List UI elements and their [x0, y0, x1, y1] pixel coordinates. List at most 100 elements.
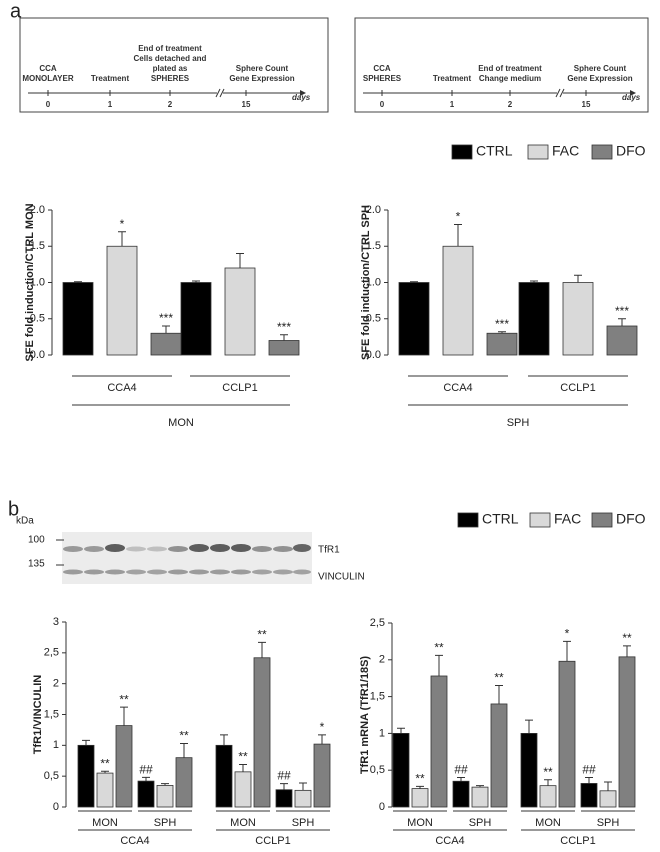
significance-label: **	[179, 729, 189, 743]
error-bar	[410, 281, 418, 283]
group-label: SPH	[507, 417, 530, 429]
y-tick-label: 1.5	[366, 240, 381, 252]
band	[105, 569, 125, 575]
error-bar	[101, 770, 109, 774]
timeline-event: Cells detached and	[134, 54, 207, 63]
bar	[398, 282, 430, 356]
timeline-day: 15	[582, 100, 591, 109]
band	[273, 546, 293, 552]
timeline-day: 1	[108, 100, 113, 109]
y-tick-label: 2.0	[30, 204, 45, 216]
error-bar	[530, 280, 538, 283]
error-bar	[476, 785, 484, 788]
significance-label: ***	[277, 320, 291, 334]
timeline-day: 0	[380, 100, 385, 109]
timeline-event: Gene Expression	[229, 74, 294, 83]
timeline-break-mark	[219, 88, 225, 98]
bar	[96, 772, 114, 808]
y-tick-label: 0	[379, 801, 385, 813]
bar	[490, 703, 508, 808]
legend-label: FAC	[554, 511, 581, 527]
panel-label: a	[10, 0, 22, 22]
band	[147, 569, 167, 575]
error-bar	[82, 739, 90, 746]
x-tick-label: CCLP1	[222, 382, 257, 394]
group-label: CCLP1	[255, 835, 290, 847]
vinculin-bands	[63, 569, 311, 575]
band	[63, 569, 83, 575]
timeline-break	[557, 88, 563, 98]
error-bar	[498, 331, 506, 334]
significance-label: **	[494, 671, 504, 685]
bar	[558, 660, 576, 808]
error-bar	[618, 318, 626, 326]
legend-label: CTRL	[476, 143, 513, 159]
chart: 0 0,5 1 1,5 2 2,5 TfR1 mRNA (TfR1/18S) MON SPH MO…	[359, 511, 646, 847]
tfr1-bands	[63, 544, 311, 552]
bar	[539, 785, 557, 808]
significance-label: ***	[495, 317, 509, 331]
bar	[452, 780, 470, 808]
error-bar	[161, 783, 169, 786]
bar	[411, 788, 429, 808]
band	[105, 544, 125, 552]
significance-label: *	[456, 210, 461, 224]
band	[293, 569, 311, 575]
error-bar	[525, 719, 533, 734]
error-bar	[623, 645, 631, 657]
y-tick-label: 1	[53, 739, 59, 751]
x-tick-label: SPH	[154, 817, 177, 829]
y-axis-label: TfR1 mRNA (TfR1/18S)	[359, 656, 371, 774]
timeline-break-mark	[555, 88, 561, 98]
legend-swatch	[591, 512, 613, 528]
significance-label: **	[543, 765, 553, 779]
timeline-event: Gene Expression	[567, 74, 632, 83]
blot-marker: 135	[28, 559, 45, 570]
band	[84, 569, 104, 575]
bar	[137, 780, 155, 808]
x-tick-label: CCLP1	[560, 382, 595, 394]
bar	[62, 282, 94, 356]
timeline-event: MONOLAYER	[22, 74, 73, 83]
error-bar	[280, 334, 288, 341]
legend-label: FAC	[552, 143, 579, 159]
legend-label: DFO	[616, 511, 646, 527]
timeline-event: End of treatment	[138, 44, 202, 53]
legend-swatch	[457, 512, 479, 528]
timeline-break-mark	[215, 88, 221, 98]
bar	[562, 282, 594, 356]
error-bar	[416, 785, 424, 789]
error-bar	[495, 685, 503, 704]
error-bar	[604, 781, 612, 791]
timeline-day: 0	[46, 100, 51, 109]
y-tick-label: 1,5	[44, 708, 59, 720]
band	[189, 544, 209, 552]
x-tick-label: MON	[407, 817, 433, 829]
bar	[442, 245, 474, 356]
bar	[175, 757, 193, 808]
y-tick-label: 0.0	[366, 349, 381, 361]
timeline-box	[19, 17, 329, 113]
band	[84, 546, 104, 552]
timeline-event: plated as	[153, 64, 188, 73]
timeline-arrow	[300, 90, 306, 96]
error-bar	[397, 727, 405, 734]
bar	[115, 725, 133, 808]
bar	[150, 332, 182, 356]
blot-band-label: TfR1	[318, 545, 340, 556]
error-bar	[220, 734, 228, 746]
timeline-event: SPHERES	[363, 74, 402, 83]
error-bar	[120, 706, 128, 726]
y-tick-label: 0.5	[30, 313, 45, 325]
x-tick-label: CCA4	[107, 382, 136, 394]
significance-label: **	[100, 756, 110, 770]
legend-swatch	[451, 144, 473, 160]
band	[231, 544, 251, 552]
y-tick-label: 2	[379, 654, 385, 666]
bar	[599, 790, 617, 808]
significance-label: **	[119, 692, 129, 706]
bar	[180, 282, 212, 356]
timeline-event: SPHERES	[151, 74, 190, 83]
